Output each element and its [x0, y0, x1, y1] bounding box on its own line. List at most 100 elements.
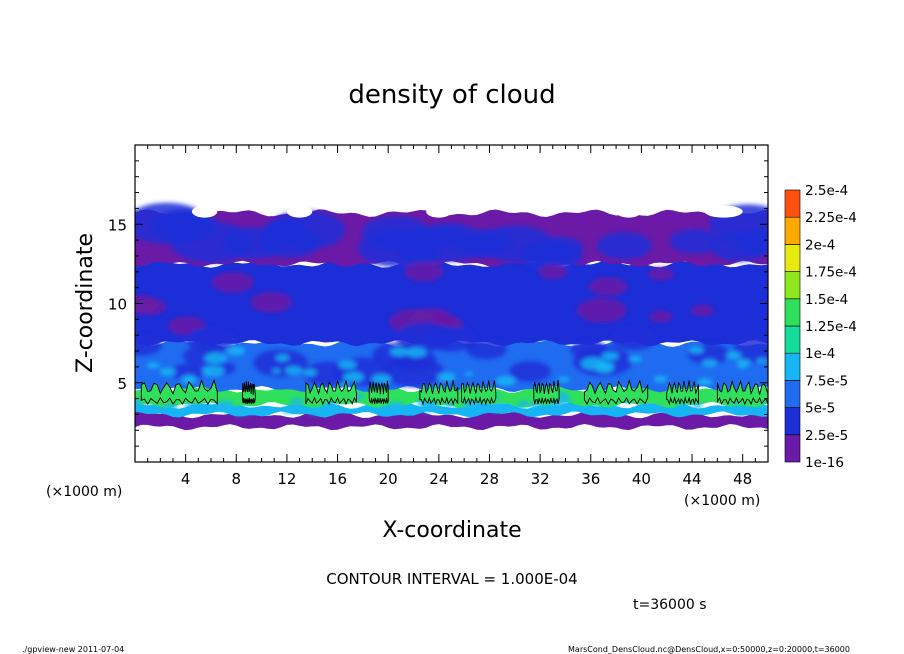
cloud-blob — [589, 277, 628, 297]
cloud-blob — [465, 338, 507, 360]
x-tick-label: 32 — [531, 470, 550, 488]
cloud-blob — [303, 361, 352, 386]
cloud-blob — [519, 400, 529, 405]
cloud-blob — [170, 363, 205, 381]
cloud-layer-band — [135, 401, 768, 418]
colorbar-swatch — [784, 325, 801, 354]
cloud-blob — [211, 271, 254, 293]
cloud-blob — [677, 401, 687, 407]
y-axis-ticks: 5 10 15 — [108, 160, 768, 447]
cloud-texture — [135, 202, 768, 416]
colorbar-label: 7.5e-5 — [805, 373, 848, 389]
x-tick-label: 48 — [733, 470, 752, 488]
cloud-gap — [616, 205, 642, 218]
x-tick-label: 36 — [581, 470, 600, 488]
colorbar-label: 5e-5 — [805, 401, 835, 417]
colorbar-label: 1e-4 — [805, 346, 835, 362]
cloud-blob — [557, 376, 570, 383]
cloud-gap — [286, 205, 313, 218]
colorbar-label: 1.75e-4 — [805, 265, 857, 281]
cloud-blob — [589, 406, 603, 414]
cloud-blob — [290, 398, 304, 405]
x-tick-label: 16 — [328, 470, 347, 488]
contour-region — [666, 380, 699, 406]
cloud-blob — [204, 352, 227, 364]
cloud-blob — [390, 347, 409, 357]
cloud-blob — [405, 347, 427, 358]
contour-region — [419, 380, 459, 406]
x-tick-label: 44 — [682, 470, 701, 488]
colorbar-swatch — [784, 298, 801, 327]
footer-right: MarsCond_DensCloud.nc@DensCloud,x=0:5000… — [568, 645, 850, 654]
colorbar-label: 2.5e-4 — [805, 183, 848, 199]
contour-region — [305, 380, 357, 406]
cloud-blob — [135, 334, 162, 356]
chart-title: density of cloud — [348, 80, 555, 110]
cloud-blob — [647, 267, 675, 281]
cloud-blob — [159, 367, 176, 376]
colorbar-swatch — [784, 189, 801, 218]
y-tick-label: 5 — [117, 375, 127, 393]
cloud-blob — [443, 401, 455, 408]
colorbar-swatch — [784, 271, 801, 300]
cloud-blob — [396, 322, 455, 351]
cloud-blob — [135, 399, 143, 404]
cloud-blob — [135, 294, 159, 315]
contour-region — [461, 380, 497, 406]
cloud-blob — [653, 375, 668, 383]
cloud-blob — [163, 403, 178, 411]
y-axis-label: Z-coordinate — [73, 233, 98, 373]
x-unit-label-right: (×1000 m) — [684, 493, 760, 509]
cloud-blob — [307, 407, 322, 415]
cloud-blob — [690, 304, 714, 317]
colorbar-swatch — [784, 216, 801, 245]
cloud-blob — [250, 291, 292, 313]
colorbar: 1e-16 2.5e-5 5e-5 7.5e-5 1e-4 1.25e-4 1.5e-4 1.… — [784, 183, 857, 471]
cloud-blob — [649, 310, 673, 323]
x-axis-label: X-coordinate — [382, 518, 521, 543]
cloud-blob — [726, 351, 742, 360]
x-tick-label: 12 — [277, 470, 296, 488]
cloud-blob — [383, 356, 445, 388]
time-label: t=36000 s — [633, 597, 707, 613]
cloud-blob — [186, 326, 237, 352]
x-tick-label: 28 — [480, 470, 499, 488]
cloud-blob — [394, 229, 446, 256]
contour-region — [242, 381, 256, 405]
y-tick-label: 15 — [108, 216, 127, 234]
colorbar-swatch — [784, 380, 801, 408]
cloud-blob — [733, 335, 768, 364]
cloud-blob — [577, 298, 627, 323]
contour-region — [716, 379, 768, 406]
footer-left: ./gpview-new 2011-07-04 — [22, 645, 124, 654]
contour-interval: CONTOUR INTERVAL = 1.000E-04 — [326, 570, 577, 588]
colorbar-label: 1.5e-4 — [805, 292, 848, 308]
cloud-blob — [610, 326, 657, 351]
cloud-blob — [284, 406, 297, 413]
cloud-blob — [669, 228, 720, 254]
contour-region — [533, 379, 560, 406]
cloud-blob — [404, 262, 444, 282]
cloud-blob — [201, 403, 212, 409]
cloud-gap — [191, 205, 218, 218]
cloud-blob — [231, 406, 250, 416]
cloud-density-field — [135, 202, 768, 431]
cloud-blob — [688, 346, 704, 354]
colorbar-label: 2e-4 — [805, 237, 835, 253]
x-unit-label: (×1000 m) — [46, 484, 122, 500]
cloud-blob — [736, 359, 751, 367]
cloud-blob — [570, 340, 608, 359]
cloud-blob — [267, 210, 345, 250]
cloud-blob — [437, 372, 456, 382]
cloud-blob — [387, 401, 405, 411]
x-tick-label: 40 — [632, 470, 651, 488]
colorbar-label: 1.25e-4 — [805, 319, 857, 335]
cloud-blob — [420, 403, 438, 412]
x-tick-label: 4 — [181, 470, 191, 488]
cloud-blob — [607, 407, 621, 414]
colorbar-label: 2.5e-5 — [805, 428, 848, 444]
cloud-blob — [495, 375, 516, 386]
cloud-blob — [202, 365, 225, 377]
cloud-blob — [275, 354, 290, 362]
colorbar-swatch — [784, 407, 801, 436]
